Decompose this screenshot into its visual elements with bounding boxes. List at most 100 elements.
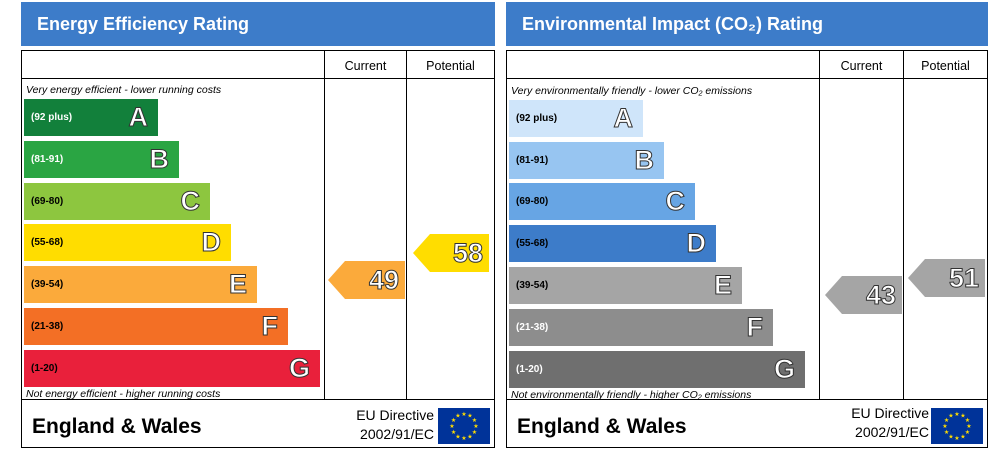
arrow-shape [413,234,489,272]
bottom-caption: Not energy efficient - higher running co… [26,388,221,400]
band-range: (39-54) [516,280,549,291]
eu-flag-icon: ★ ★ ★ ★ ★ ★ ★ ★ ★ ★ ★ ★ [438,408,490,444]
svg-text:★: ★ [461,411,466,418]
band-letter: F [261,311,278,342]
directive-line-1: EU Directive [851,405,929,421]
potential-rating-value: 51 [948,263,979,294]
environmental-impact-panel: Environmental Impact (CO₂) Rating Curren… [506,2,988,448]
band-range: (55-68) [516,238,549,249]
top-caption: Very environmentally friendly - lower CO… [511,85,753,97]
band-letter: D [686,228,706,259]
rating-band-e: (39-54) E [509,267,742,304]
svg-text:★: ★ [965,417,970,424]
band-letter: G [288,353,310,384]
svg-text:★: ★ [960,413,965,420]
band-range: (92 plus) [516,113,558,124]
environment-rating-table: Current Potential Very environmentally f… [506,50,988,448]
header-divider [22,78,494,79]
eu-flag-icon: ★ ★ ★ ★ ★ ★ ★ ★ ★ ★ ★ ★ [931,408,983,444]
column-divider [324,51,325,400]
arrow-shape [825,276,902,314]
band-letter: F [746,312,763,343]
svg-text:★: ★ [948,433,953,440]
band-letter: C [180,186,200,217]
svg-text:★: ★ [966,423,971,430]
current-rating-value: 43 [865,280,896,311]
environment-panel-title: Environmental Impact (CO₂) Rating [506,2,988,46]
rating-band-d: (55-68) D [509,225,716,262]
band-letter: B [149,144,169,175]
svg-text:★: ★ [455,433,460,440]
potential-rating-arrow: 58 [413,234,489,272]
rating-band-e: (39-54) E [24,266,257,303]
directive-line-1: EU Directive [356,407,434,423]
band-range: (55-68) [31,237,64,248]
rating-band-c: (69-80) C [509,183,695,220]
svg-text:★: ★ [451,429,456,436]
directive-line-2: 2002/91/EC [855,424,929,440]
energy-panel-title: Energy Efficiency Rating [21,2,495,46]
rating-band-b: (81-91) B [509,142,664,179]
svg-text:★: ★ [449,423,454,430]
eu-stars: ★ ★★ ★★★ ★★★ ★★★ [449,411,478,442]
eu-directive-text: EU Directive 2002/91/EC [356,406,434,444]
rating-band-a: (92 plus) A [24,99,158,136]
band-letter: B [634,145,654,176]
current-rating-arrow: 49 [328,261,405,299]
rating-band-c: (69-80) C [24,183,210,220]
band-range: (69-80) [31,196,64,207]
svg-text:★: ★ [473,423,478,430]
energy-efficiency-panel: Energy Efficiency Rating Current Potenti… [21,2,495,448]
svg-text:★: ★ [948,413,953,420]
band-range: (1-20) [31,363,58,374]
energy-rating-table: Current Potential Very energy efficient … [21,50,495,448]
top-caption: Very energy efficient - lower running co… [26,84,222,96]
band-range: (1-20) [516,364,543,375]
column-divider [819,51,820,400]
directive-line-2: 2002/91/EC [360,426,434,442]
band-letter: E [228,269,247,300]
eu-directive-text: EU Directive 2002/91/EC [851,404,929,442]
potential-rating-arrow: 51 [908,259,985,297]
rating-band-f: (21-38) F [24,308,288,345]
band-range: (39-54) [31,279,64,290]
svg-text:★: ★ [942,423,947,430]
arrow-shape [328,261,405,299]
svg-text:★: ★ [944,429,949,436]
band-letter: C [665,186,685,217]
band-letter: A [613,103,633,134]
column-divider [406,51,407,400]
column-divider [903,51,904,400]
footer-divider [22,399,494,400]
svg-text:★: ★ [944,417,949,424]
current-column-header: Current [840,59,883,73]
svg-text:★: ★ [455,413,460,420]
current-rating-value: 49 [368,265,399,296]
potential-column-header: Potential [921,59,970,73]
band-letter: A [128,102,148,133]
band-range: (81-91) [516,155,549,166]
region-label: England & Wales [517,415,687,438]
svg-text:★: ★ [960,433,965,440]
band-letter: E [713,270,732,301]
current-rating-arrow: 43 [825,276,902,314]
svg-text:★: ★ [472,429,477,436]
band-range: (69-80) [516,196,549,207]
rating-band-d: (55-68) D [24,224,231,261]
band-letter: G [773,354,795,385]
band-range: (21-38) [31,321,64,332]
svg-text:★: ★ [954,435,959,442]
band-range: (81-91) [31,154,64,165]
arrow-shape [908,259,985,297]
potential-rating-value: 58 [452,238,483,269]
rating-band-f: (21-38) F [509,309,773,346]
svg-text:★: ★ [472,417,477,424]
rating-band-a: (92 plus) A [509,100,643,137]
region-label: England & Wales [32,415,202,438]
svg-text:★: ★ [451,417,456,424]
band-range: (92 plus) [31,112,73,123]
potential-column-header: Potential [426,59,475,73]
svg-text:★: ★ [965,429,970,436]
svg-text:★: ★ [467,413,472,420]
rating-band-g: (1-20) G [509,351,805,388]
